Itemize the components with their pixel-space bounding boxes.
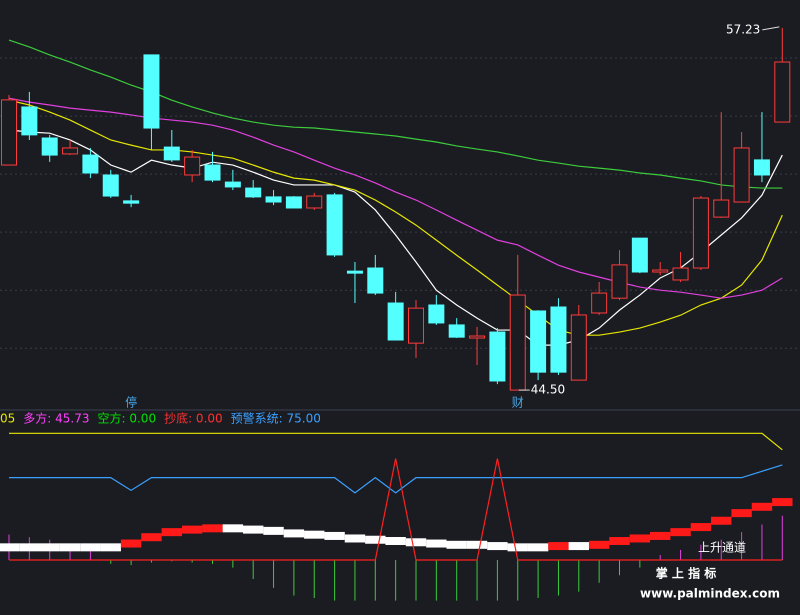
candle-body	[123, 200, 140, 204]
step-block	[466, 540, 488, 549]
step-block	[222, 524, 244, 533]
moving-average	[8, 97, 783, 299]
step-block	[711, 516, 732, 525]
candle-body	[346, 270, 363, 274]
candle-body	[285, 196, 302, 209]
step-block	[263, 526, 284, 535]
step-block	[100, 543, 121, 552]
candle-body	[753, 159, 770, 176]
candle-body	[530, 310, 547, 373]
step-block	[507, 543, 528, 552]
step-block	[243, 525, 264, 534]
step-block	[0, 543, 20, 552]
step-block	[39, 543, 60, 552]
candle-body	[326, 194, 343, 256]
step-block	[446, 540, 467, 549]
candle-body	[448, 324, 465, 338]
candle-body	[570, 314, 587, 381]
moving-average	[8, 99, 783, 336]
candle-body	[469, 335, 486, 339]
step-block	[527, 543, 549, 552]
channel-note: 上升通道	[698, 541, 746, 555]
step-block	[283, 529, 305, 538]
high-label: 57.23	[726, 22, 760, 36]
candle-body	[204, 164, 221, 181]
candle-body	[672, 267, 689, 281]
step-block	[751, 502, 773, 511]
candle-body	[102, 174, 119, 197]
indicator-line	[9, 432, 783, 451]
watermark-title: 掌 上 指 标	[656, 566, 717, 581]
step-block	[80, 543, 101, 552]
candle-body	[367, 267, 384, 294]
step-block	[324, 531, 345, 540]
candle-body	[245, 187, 262, 198]
moving-average	[8, 129, 783, 346]
candle-body	[631, 237, 648, 273]
candle-body	[224, 181, 241, 188]
candle-body	[265, 196, 282, 203]
step-block	[548, 542, 569, 551]
step-block	[385, 537, 406, 546]
candle-body	[41, 137, 58, 156]
candle-body	[163, 146, 180, 161]
step-block	[588, 540, 610, 549]
candle-body	[733, 147, 750, 203]
candle-body	[611, 264, 628, 299]
step-block	[344, 534, 366, 543]
step-block	[161, 528, 182, 537]
step-block	[670, 528, 691, 537]
candle-body	[591, 292, 608, 314]
candle-body	[21, 106, 38, 136]
candle-body	[82, 154, 99, 174]
indicator-line	[9, 464, 783, 494]
step-block	[650, 531, 671, 540]
candle-body	[408, 307, 424, 344]
legend-entry: 05	[0, 412, 15, 426]
candle-body	[692, 197, 709, 269]
step-block	[141, 533, 162, 542]
candle-body	[652, 269, 669, 273]
moving-average	[8, 39, 783, 189]
step-block	[568, 542, 589, 551]
candle-body	[489, 331, 506, 382]
legend-entry: 空方: 0.00	[98, 411, 157, 426]
step-block	[772, 498, 793, 507]
step-block	[304, 530, 325, 539]
step-block	[202, 524, 223, 533]
step-block	[690, 523, 712, 532]
candle-body	[428, 304, 445, 324]
step-block	[405, 538, 427, 547]
step-block	[365, 535, 386, 544]
low-label: 44.50	[531, 383, 565, 397]
step-block	[59, 543, 81, 552]
candle-body	[550, 306, 567, 373]
candle-body	[387, 302, 404, 341]
candle-body	[774, 61, 791, 123]
step-block	[731, 509, 752, 518]
marker: 停	[125, 395, 137, 410]
arrow	[762, 26, 780, 31]
step-block	[487, 542, 508, 551]
step-block	[426, 539, 447, 548]
indicator-line	[9, 458, 783, 561]
candle-body	[509, 294, 526, 391]
legend-entry: 多方: 45.73	[23, 411, 89, 426]
candle-body	[713, 199, 730, 218]
candle-body	[143, 54, 160, 129]
legend-entry: 预警系统: 75.00	[231, 411, 321, 426]
legend-entry: 抄底: 0.00	[164, 411, 223, 426]
step-block	[120, 539, 142, 548]
watermark-url: www.palmindex.com	[640, 587, 780, 601]
step-block	[629, 534, 651, 543]
candle-body	[1, 99, 17, 166]
candle-body	[306, 195, 323, 209]
candle-body	[62, 147, 79, 155]
step-block	[181, 525, 203, 534]
step-block	[609, 537, 630, 546]
marker: 财	[512, 396, 524, 410]
candle-body	[184, 156, 201, 176]
step-block	[19, 543, 40, 552]
